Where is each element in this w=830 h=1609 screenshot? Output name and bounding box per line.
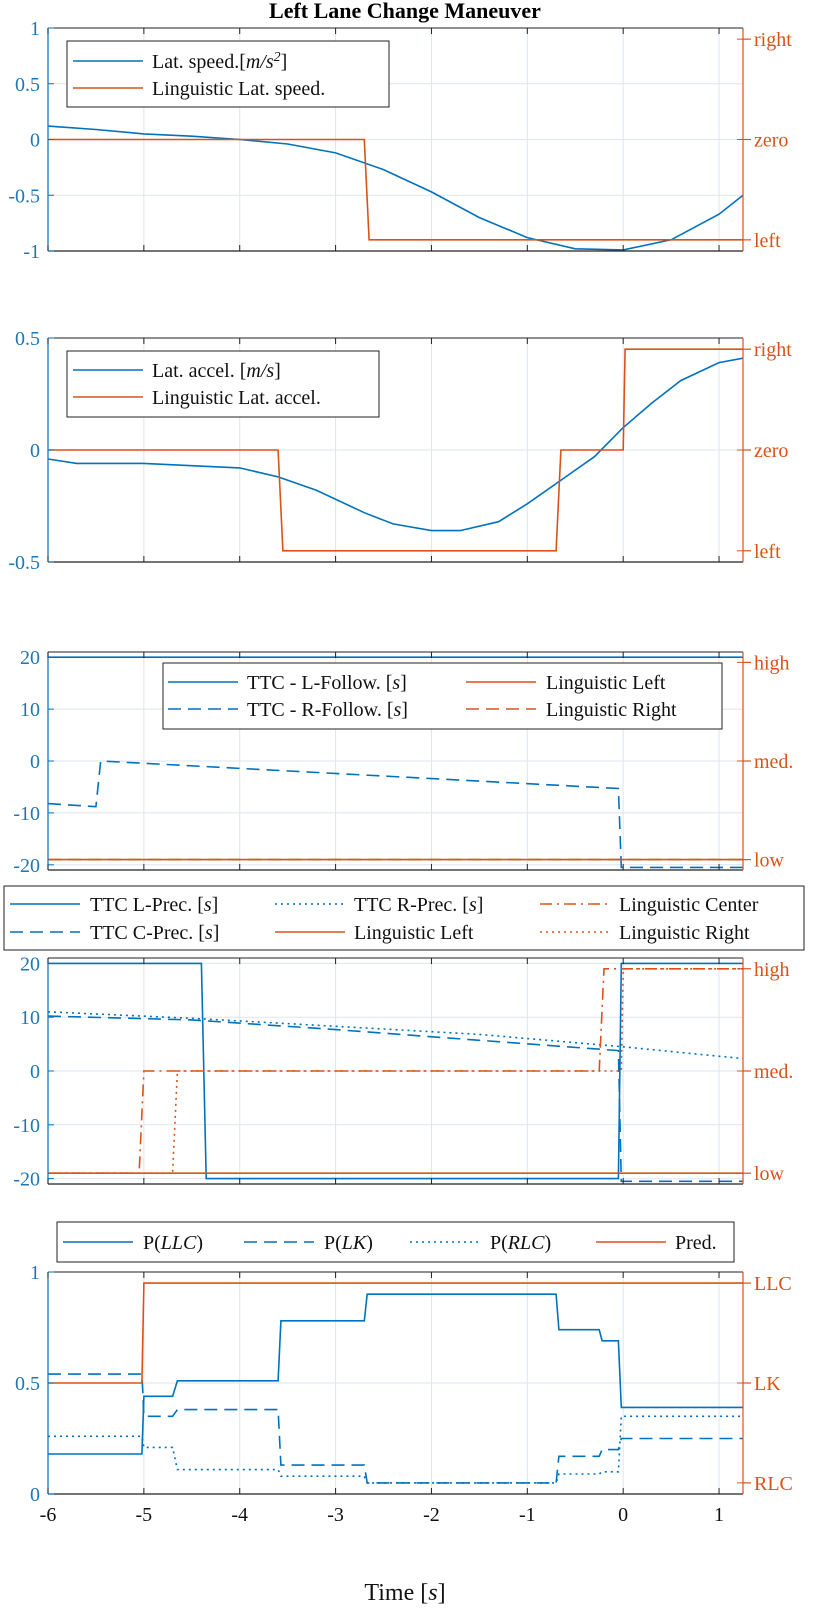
legend-label: P(LK) xyxy=(324,1232,373,1254)
y-tick-label: -20 xyxy=(13,1169,40,1191)
subplot-3: 20 10 0 -10 -20 high med. low xyxy=(13,647,793,877)
legend-label: Pred. xyxy=(675,1232,717,1254)
series-line-2 xyxy=(48,138,743,241)
legend-p4 xyxy=(3,885,805,951)
legend-label: Linguistic Left xyxy=(546,672,666,694)
right-tick-label: left xyxy=(754,541,781,563)
series-line-4 xyxy=(47,1015,743,1183)
y-tick-label: 0 xyxy=(30,751,40,773)
y-tick-label: -0.5 xyxy=(8,552,40,574)
legend-label: TTC L-Prec. [s] xyxy=(90,894,218,916)
y-tick-label: 0.5 xyxy=(15,1373,40,1395)
series-line-4 xyxy=(48,1282,743,1384)
right-tick-label: left xyxy=(754,230,781,252)
y-tick-label: 20 xyxy=(20,647,40,669)
series-line-6 xyxy=(48,967,743,1174)
x-tick-label: -4 xyxy=(231,1504,248,1526)
series-line-2 xyxy=(47,760,743,869)
subplot-5: 1 0.5 0 LLC LK RLC -6 -5 -4 -3 -2 -1 0 1 xyxy=(15,1262,793,1526)
right-tick-label: low xyxy=(754,1163,785,1185)
series-line-1 xyxy=(47,125,744,251)
x-tick-label: 0 xyxy=(618,1504,628,1526)
legend-label: TTC - L-Follow. [s] xyxy=(247,672,407,694)
x-tick-label: -5 xyxy=(136,1504,153,1526)
legend-label: Lat. accel. [m/s] xyxy=(152,360,281,382)
y-tick-label: 0 xyxy=(30,130,40,152)
legend-label: TTC C-Prec. [s] xyxy=(90,922,219,944)
y-tick-label: 0.5 xyxy=(15,74,40,96)
right-tick-label: zero xyxy=(754,130,788,152)
legend-p1 xyxy=(66,40,390,108)
figure-title: Left Lane Change Maneuver xyxy=(269,0,541,23)
y-tick-label: -20 xyxy=(13,855,40,877)
x-tick-label: -2 xyxy=(423,1504,440,1526)
y-tick-label: 10 xyxy=(20,1007,40,1029)
y-tick-label: 0 xyxy=(30,1061,40,1083)
legend-label: TTC - R-Follow. [s] xyxy=(247,699,408,721)
y-tick-label: 0 xyxy=(30,440,40,462)
legend-p3 xyxy=(162,662,723,730)
plots-layer: 1 0.5 0 -0.5 -1 right zero left 0.5 0 -0.5 right zer… xyxy=(8,18,793,1526)
legend-p2 xyxy=(66,350,380,418)
series-line-1 xyxy=(47,357,744,532)
y-tick-label: -1 xyxy=(23,241,40,263)
legend-label: TTC R-Prec. [s] xyxy=(354,894,483,916)
y-tick-label: 10 xyxy=(20,699,40,721)
right-tick-label: RLC xyxy=(754,1473,793,1495)
right-tick-label: high xyxy=(754,959,790,981)
series-line-2 xyxy=(48,1373,743,1484)
legend-label: Linguistic Center xyxy=(619,894,759,916)
legend-label: Linguistic Lat. speed. xyxy=(152,78,325,100)
x-tick-label: -6 xyxy=(40,1504,57,1526)
series-line-1 xyxy=(48,962,743,1180)
right-tick-label: med. xyxy=(754,751,793,773)
y-tick-label: 1 xyxy=(30,1262,40,1284)
legend-label: Linguistic Lat. accel. xyxy=(152,387,321,409)
y-tick-label: -10 xyxy=(13,1115,40,1137)
y-tick-label: 0.5 xyxy=(15,328,40,350)
legend-label: Lat. speed.[m/s2] xyxy=(152,50,287,74)
subplot-4: 20 10 0 -10 -20 high med. low xyxy=(13,953,793,1190)
legend-label: Linguistic Right xyxy=(619,922,750,944)
y-tick-label: -0.5 xyxy=(8,185,40,207)
series-line-2 xyxy=(48,348,743,552)
x-tick-label: -1 xyxy=(519,1504,536,1526)
right-tick-label: LLC xyxy=(754,1273,792,1295)
right-tick-label: zero xyxy=(754,440,788,462)
y-tick-label: 1 xyxy=(30,18,40,40)
subplot-1: 1 0.5 0 -0.5 -1 right zero left xyxy=(8,18,792,263)
x-tick-label: 1 xyxy=(714,1504,724,1526)
subplot-2: 0.5 0 -0.5 right zero left xyxy=(8,328,792,574)
series-line-1 xyxy=(48,1293,743,1455)
legends-layer: Lat. speed.[m/s2] Linguistic Lat. speed. L… xyxy=(3,40,805,1263)
x-axis-label: Time [s] xyxy=(364,1580,445,1606)
legend-label: Linguistic Right xyxy=(546,699,677,721)
right-tick-label: LK xyxy=(754,1373,781,1395)
right-tick-label: high xyxy=(754,652,790,674)
legend-label: P(LLC) xyxy=(143,1232,203,1254)
right-tick-label: low xyxy=(754,850,785,872)
legend-label: Linguistic Left xyxy=(354,922,474,944)
series-line-3 xyxy=(48,1415,743,1484)
y-tick-label: 20 xyxy=(20,953,40,975)
legend-label: P(RLC) xyxy=(490,1232,551,1254)
right-tick-label: med. xyxy=(754,1061,793,1083)
x-tick-label: -3 xyxy=(327,1504,344,1526)
y-tick-label: 0 xyxy=(30,1484,40,1506)
y-tick-label: -10 xyxy=(13,803,40,825)
right-tick-label: right xyxy=(754,29,792,51)
right-tick-label: right xyxy=(754,339,792,361)
